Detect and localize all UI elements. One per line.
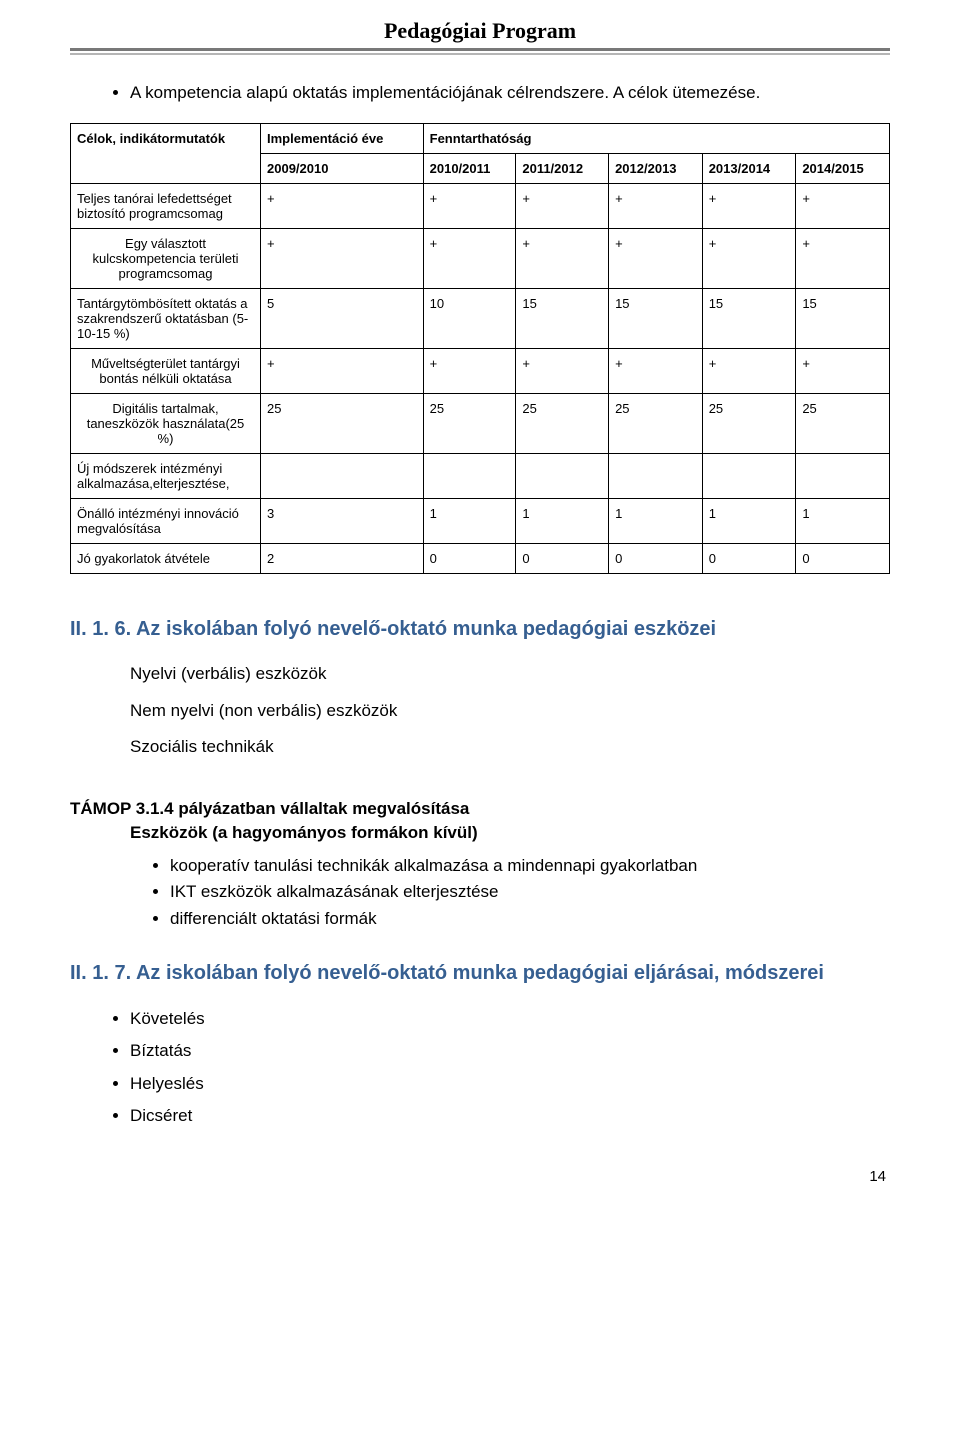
cell: 25 (796, 394, 890, 454)
th-year: 2010/2011 (423, 154, 516, 184)
row-label: Műveltségterület tantárgyi bontás nélkül… (71, 349, 261, 394)
cell: 25 (609, 394, 703, 454)
list-item: differenciált oktatási formák (170, 906, 890, 932)
cell: 0 (423, 544, 516, 574)
cell (261, 454, 424, 499)
th-goals: Célok, indikátormutatók (71, 124, 261, 184)
row-label: Digitális tartalmak, taneszközök használ… (71, 394, 261, 454)
tamop-subtitle: Eszközök (a hagyományos formákon kívül) (70, 823, 890, 843)
cell (702, 454, 796, 499)
cell: 15 (702, 289, 796, 349)
cell: 1 (423, 499, 516, 544)
table-row: Új módszerek intézményi alkalmazása,elte… (71, 454, 890, 499)
section-6-title: II. 1. 6. Az iskolában folyó nevelő-okta… (70, 618, 890, 641)
cell: + (261, 229, 424, 289)
intro-bullet-list: A kompetencia alapú oktatás implementáci… (70, 77, 890, 109)
cell: 3 (261, 499, 424, 544)
table-head-row-1: Célok, indikátormutatók Implementáció év… (71, 124, 890, 154)
table-row: Egy választott kulcskompetencia területi… (71, 229, 890, 289)
cell: 15 (796, 289, 890, 349)
cell: 25 (261, 394, 424, 454)
cell: + (702, 349, 796, 394)
cell: 1 (609, 499, 703, 544)
page-title: Pedagógiai Program (70, 18, 890, 44)
row-label: Tantárgytömbösített oktatás a szakrendsz… (71, 289, 261, 349)
cell: + (516, 184, 609, 229)
cell: 0 (702, 544, 796, 574)
list-item: kooperatív tanulási technikák alkalmazás… (170, 853, 890, 879)
th-year: 2009/2010 (261, 154, 424, 184)
cell: 0 (609, 544, 703, 574)
list-item: IKT eszközök alkalmazásának elterjesztés… (170, 879, 890, 905)
cell (796, 454, 890, 499)
section-6-line: Nem nyelvi (non verbális) eszközök (70, 696, 890, 727)
row-label: Jó gyakorlatok átvétele (71, 544, 261, 574)
cell: + (796, 349, 890, 394)
page-number: 14 (70, 1168, 890, 1185)
cell: + (423, 184, 516, 229)
cell: + (423, 229, 516, 289)
cell: 15 (609, 289, 703, 349)
cell: 0 (796, 544, 890, 574)
cell: 1 (516, 499, 609, 544)
table-row: Teljes tanórai lefedettséget biztosító p… (71, 184, 890, 229)
list-item: Bíztatás (130, 1035, 890, 1067)
cell: + (796, 184, 890, 229)
cell: + (796, 229, 890, 289)
cell: 25 (516, 394, 609, 454)
cell: 1 (702, 499, 796, 544)
cell: 2 (261, 544, 424, 574)
th-year: 2013/2014 (702, 154, 796, 184)
cell: 0 (516, 544, 609, 574)
list-item: Követelés (130, 1003, 890, 1035)
cell: 10 (423, 289, 516, 349)
row-label: Egy választott kulcskompetencia területi… (71, 229, 261, 289)
cell: + (702, 229, 796, 289)
list-item: Helyeslés (130, 1068, 890, 1100)
cell: 25 (702, 394, 796, 454)
intro-bullet: A kompetencia alapú oktatás implementáci… (130, 77, 890, 109)
section-7-title: II. 1. 7. Az iskolában folyó nevelő-okta… (70, 962, 890, 985)
row-label: Új módszerek intézményi alkalmazása,elte… (71, 454, 261, 499)
cell: 1 (796, 499, 890, 544)
row-label: Teljes tanórai lefedettséget biztosító p… (71, 184, 261, 229)
tamop-bullets: kooperatív tanulási technikák alkalmazás… (70, 853, 890, 932)
th-impl-year: Implementáció éve (261, 124, 424, 154)
cell (516, 454, 609, 499)
list-item: Dicséret (130, 1100, 890, 1132)
table-row: Digitális tartalmak, taneszközök használ… (71, 394, 890, 454)
cell: + (702, 184, 796, 229)
cell: 15 (516, 289, 609, 349)
cell: 25 (423, 394, 516, 454)
tamop-title: TÁMOP 3.1.4 pályázatban vállaltak megval… (70, 799, 890, 819)
section-7-bullets: Követelés Bíztatás Helyeslés Dicséret (70, 1003, 890, 1132)
cell: + (516, 229, 609, 289)
section-6-line: Szociális technikák (70, 732, 890, 763)
cell: + (261, 184, 424, 229)
cell: + (609, 184, 703, 229)
row-label: Önálló intézményi innováció megvalósítás… (71, 499, 261, 544)
th-year: 2014/2015 (796, 154, 890, 184)
implementation-table: Célok, indikátormutatók Implementáció év… (70, 123, 890, 574)
cell: + (516, 349, 609, 394)
th-year: 2012/2013 (609, 154, 703, 184)
th-year: 2011/2012 (516, 154, 609, 184)
table-row: Műveltségterület tantárgyi bontás nélkül… (71, 349, 890, 394)
table-row: Tantárgytömbösített oktatás a szakrendsz… (71, 289, 890, 349)
cell: 5 (261, 289, 424, 349)
th-sustain: Fenntarthatóság (423, 124, 889, 154)
section-6-line: Nyelvi (verbális) eszközök (70, 659, 890, 690)
cell (609, 454, 703, 499)
header-rule-light (70, 53, 890, 55)
table-row: Önálló intézményi innováció megvalósítás… (71, 499, 890, 544)
cell: + (261, 349, 424, 394)
cell: + (609, 229, 703, 289)
table-row: Jó gyakorlatok átvétele 2 0 0 0 0 0 (71, 544, 890, 574)
cell (423, 454, 516, 499)
cell: + (609, 349, 703, 394)
header-rule-dark (70, 48, 890, 51)
cell: + (423, 349, 516, 394)
